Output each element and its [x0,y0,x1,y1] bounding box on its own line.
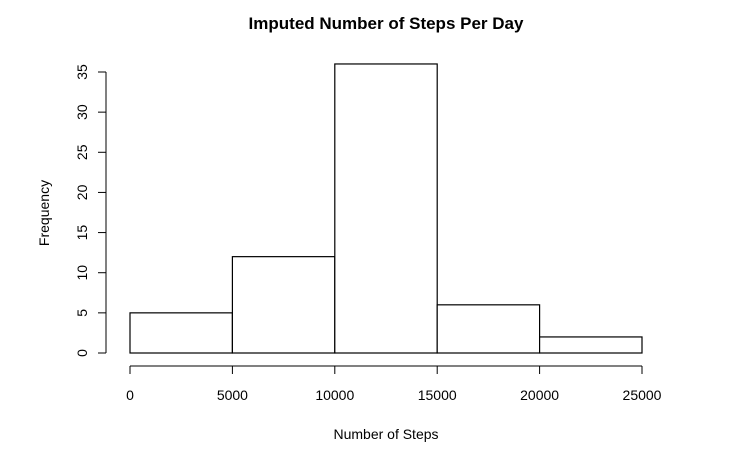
y-tick-label: 10 [74,265,90,281]
x-tick-label: 15000 [418,387,457,403]
x-tick-label: 0 [126,387,134,403]
x-tick-label: 20000 [520,387,559,403]
y-tick-label: 20 [74,184,90,200]
x-tick-label: 10000 [315,387,354,403]
histogram-bar [231,256,336,354]
y-tick-label: 30 [74,104,90,120]
y-tick-label: 35 [74,64,90,80]
y-tick-label: 5 [74,309,90,317]
y-axis-label: Frequency [36,180,52,246]
y-tick-label: 0 [74,349,90,357]
bars-group [129,63,643,354]
x-axis-label: Number of Steps [333,426,438,442]
y-tick-label: 15 [74,225,90,241]
y-tick-label: 25 [74,144,90,160]
y-axis: 0 5 10 15 20 25 30 35 [74,64,107,357]
histogram-bar [334,63,438,354]
x-tick-label: 25000 [623,387,662,403]
histogram-bar [436,304,541,354]
histogram-bar [538,336,643,354]
histogram-bar [129,312,234,354]
x-tick-label: 5000 [217,387,248,403]
x-axis: 0 5000 10000 15000 20000 25000 [126,365,662,403]
chart-title: Imputed Number of Steps Per Day [249,14,524,33]
